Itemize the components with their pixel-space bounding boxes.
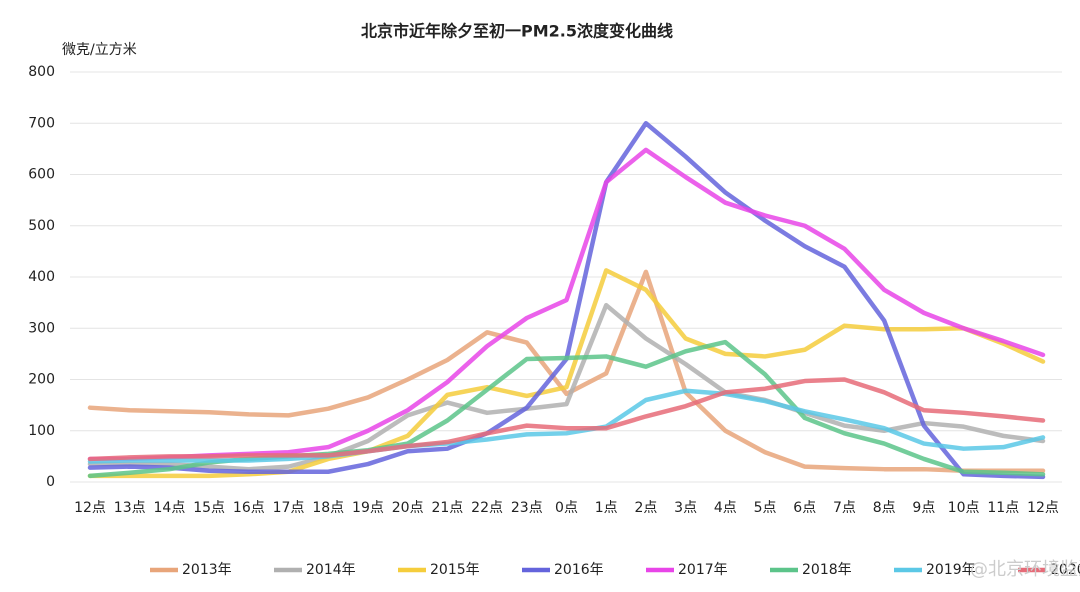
x-tick-label: 6点	[793, 500, 816, 516]
x-tick-label: 7点	[833, 500, 856, 516]
legend-label: 2013年	[182, 562, 232, 578]
legend-label: 2019年	[926, 562, 976, 578]
x-tick-label: 4点	[714, 500, 737, 516]
x-tick-label: 2点	[634, 500, 657, 516]
x-tick-label: 12点	[1027, 500, 1059, 516]
legend-label: 2015年	[430, 562, 480, 578]
y-tick-label: 800	[28, 64, 55, 80]
x-tick-label: 18点	[312, 500, 344, 516]
x-tick-label: 20点	[392, 500, 424, 516]
legend-label: 2017年	[678, 562, 728, 578]
series-line	[87, 269, 1046, 473]
series-line	[87, 377, 1046, 462]
x-tick-label: 22点	[471, 500, 503, 516]
series-line	[87, 268, 1046, 479]
series-line	[87, 302, 1046, 472]
series-line	[87, 388, 1046, 464]
x-tick-label: 5点	[754, 500, 777, 516]
y-tick-label: 700	[28, 115, 55, 131]
x-tick-label: 12点	[74, 500, 106, 516]
watermark: @北京环境监测	[970, 559, 1080, 580]
legend-label: 2018年	[802, 562, 852, 578]
x-tick-label: 16点	[233, 500, 265, 516]
y-tick-label: 100	[28, 423, 55, 439]
x-tick-label: 0点	[555, 500, 578, 516]
legend-label: 2016年	[554, 562, 604, 578]
x-tick-label: 17点	[273, 500, 305, 516]
x-tick-label: 23点	[511, 500, 543, 516]
x-tick-label: 11点	[987, 500, 1019, 516]
y-tick-label: 600	[28, 167, 55, 183]
y-tick-label: 500	[28, 218, 55, 234]
chart-title: 北京市近年除夕至初一PM2.5浓度变化曲线	[361, 22, 673, 41]
x-tick-label: 13点	[114, 500, 146, 516]
legend-label: 2014年	[306, 562, 356, 578]
y-axis-label: 微克/立方米	[62, 42, 137, 58]
x-tick-label: 14点	[154, 500, 186, 516]
x-tick-label: 1点	[595, 500, 618, 516]
legend-label: 2020年	[1050, 562, 1080, 578]
x-tick-label: 21点	[431, 500, 463, 516]
x-tick-label: 9点	[912, 500, 935, 516]
y-tick-label: 200	[28, 372, 55, 388]
y-tick-label: 0	[46, 474, 55, 490]
x-tick-label: 3点	[674, 500, 697, 516]
x-tick-label: 10点	[948, 500, 980, 516]
y-tick-label: 300	[28, 320, 55, 336]
x-tick-label: 15点	[193, 500, 225, 516]
x-tick-label: 8点	[873, 500, 896, 516]
y-tick-label: 400	[28, 269, 55, 285]
x-tick-label: 19点	[352, 500, 384, 516]
